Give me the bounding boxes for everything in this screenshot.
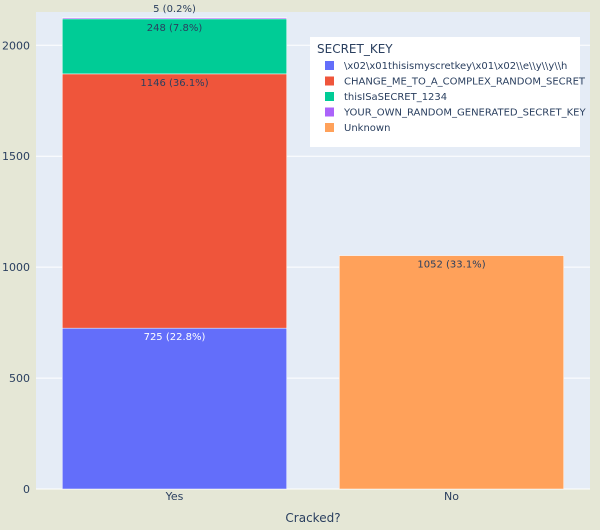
legend-swatch-4	[325, 123, 334, 132]
legend-swatch-2	[325, 92, 334, 101]
bar-segment-0-0	[62, 327, 287, 490]
y-tick-label-500: 500	[9, 372, 30, 385]
bar-segment-2-0	[62, 18, 287, 75]
x-axis-title: Cracked?	[285, 511, 340, 525]
legend: SECRET_KEY \x02\x01thisismyscretkey\x01\x…	[310, 37, 587, 147]
bar-data-label-0-0: 725 (22.8%)	[144, 332, 206, 343]
legend-label-2: thisISaSECRET_1234	[344, 92, 447, 103]
legend-title: SECRET_KEY	[317, 42, 393, 56]
bar-labels: 725 (22.8%) 1146 (36.1%) 248 (7.8%) 5 (0.2%…	[140, 4, 485, 343]
bar-segment-4-1	[339, 255, 564, 490]
legend-swatch-1	[325, 76, 334, 86]
bar-data-label-2-0: 248 (7.8%)	[147, 23, 203, 34]
bar-segment-1-0	[62, 73, 287, 329]
legend-box	[310, 37, 580, 147]
bar-data-label-4-1: 1052 (33.1%)	[417, 260, 485, 271]
y-tick-label-2000: 2000	[2, 39, 30, 52]
x-tick-label-yes: Yes	[165, 490, 184, 503]
bar-data-label-1-0: 1146 (36.1%)	[140, 78, 208, 89]
y-tick-label-1000: 1000	[2, 261, 30, 274]
bar-segment-3-0	[62, 17, 287, 20]
legend-label-3: YOUR_OWN_RANDOM_GENERATED_SECRET_KEY	[343, 108, 587, 119]
legend-swatch-0	[325, 61, 334, 70]
y-tick-label-0: 0	[23, 483, 30, 496]
legend-label-4: Unknown	[344, 123, 390, 134]
legend-label-0: \x02\x01thisismyscretkey\x01\x02\\e\\y\\…	[344, 61, 567, 72]
x-tick-label-no: No	[444, 490, 459, 503]
y-tick-label-1500: 1500	[2, 150, 30, 163]
bars	[62, 17, 564, 490]
legend-label-1: CHANGE_ME_TO_A_COMPLEX_RANDOM_SECRET	[344, 77, 586, 88]
legend-swatch-3	[325, 107, 334, 117]
bar-data-label-3-0: 5 (0.2%)	[153, 4, 196, 15]
axis-ticks: 0 500 1000 1500 2000 Yes No	[2, 39, 459, 503]
